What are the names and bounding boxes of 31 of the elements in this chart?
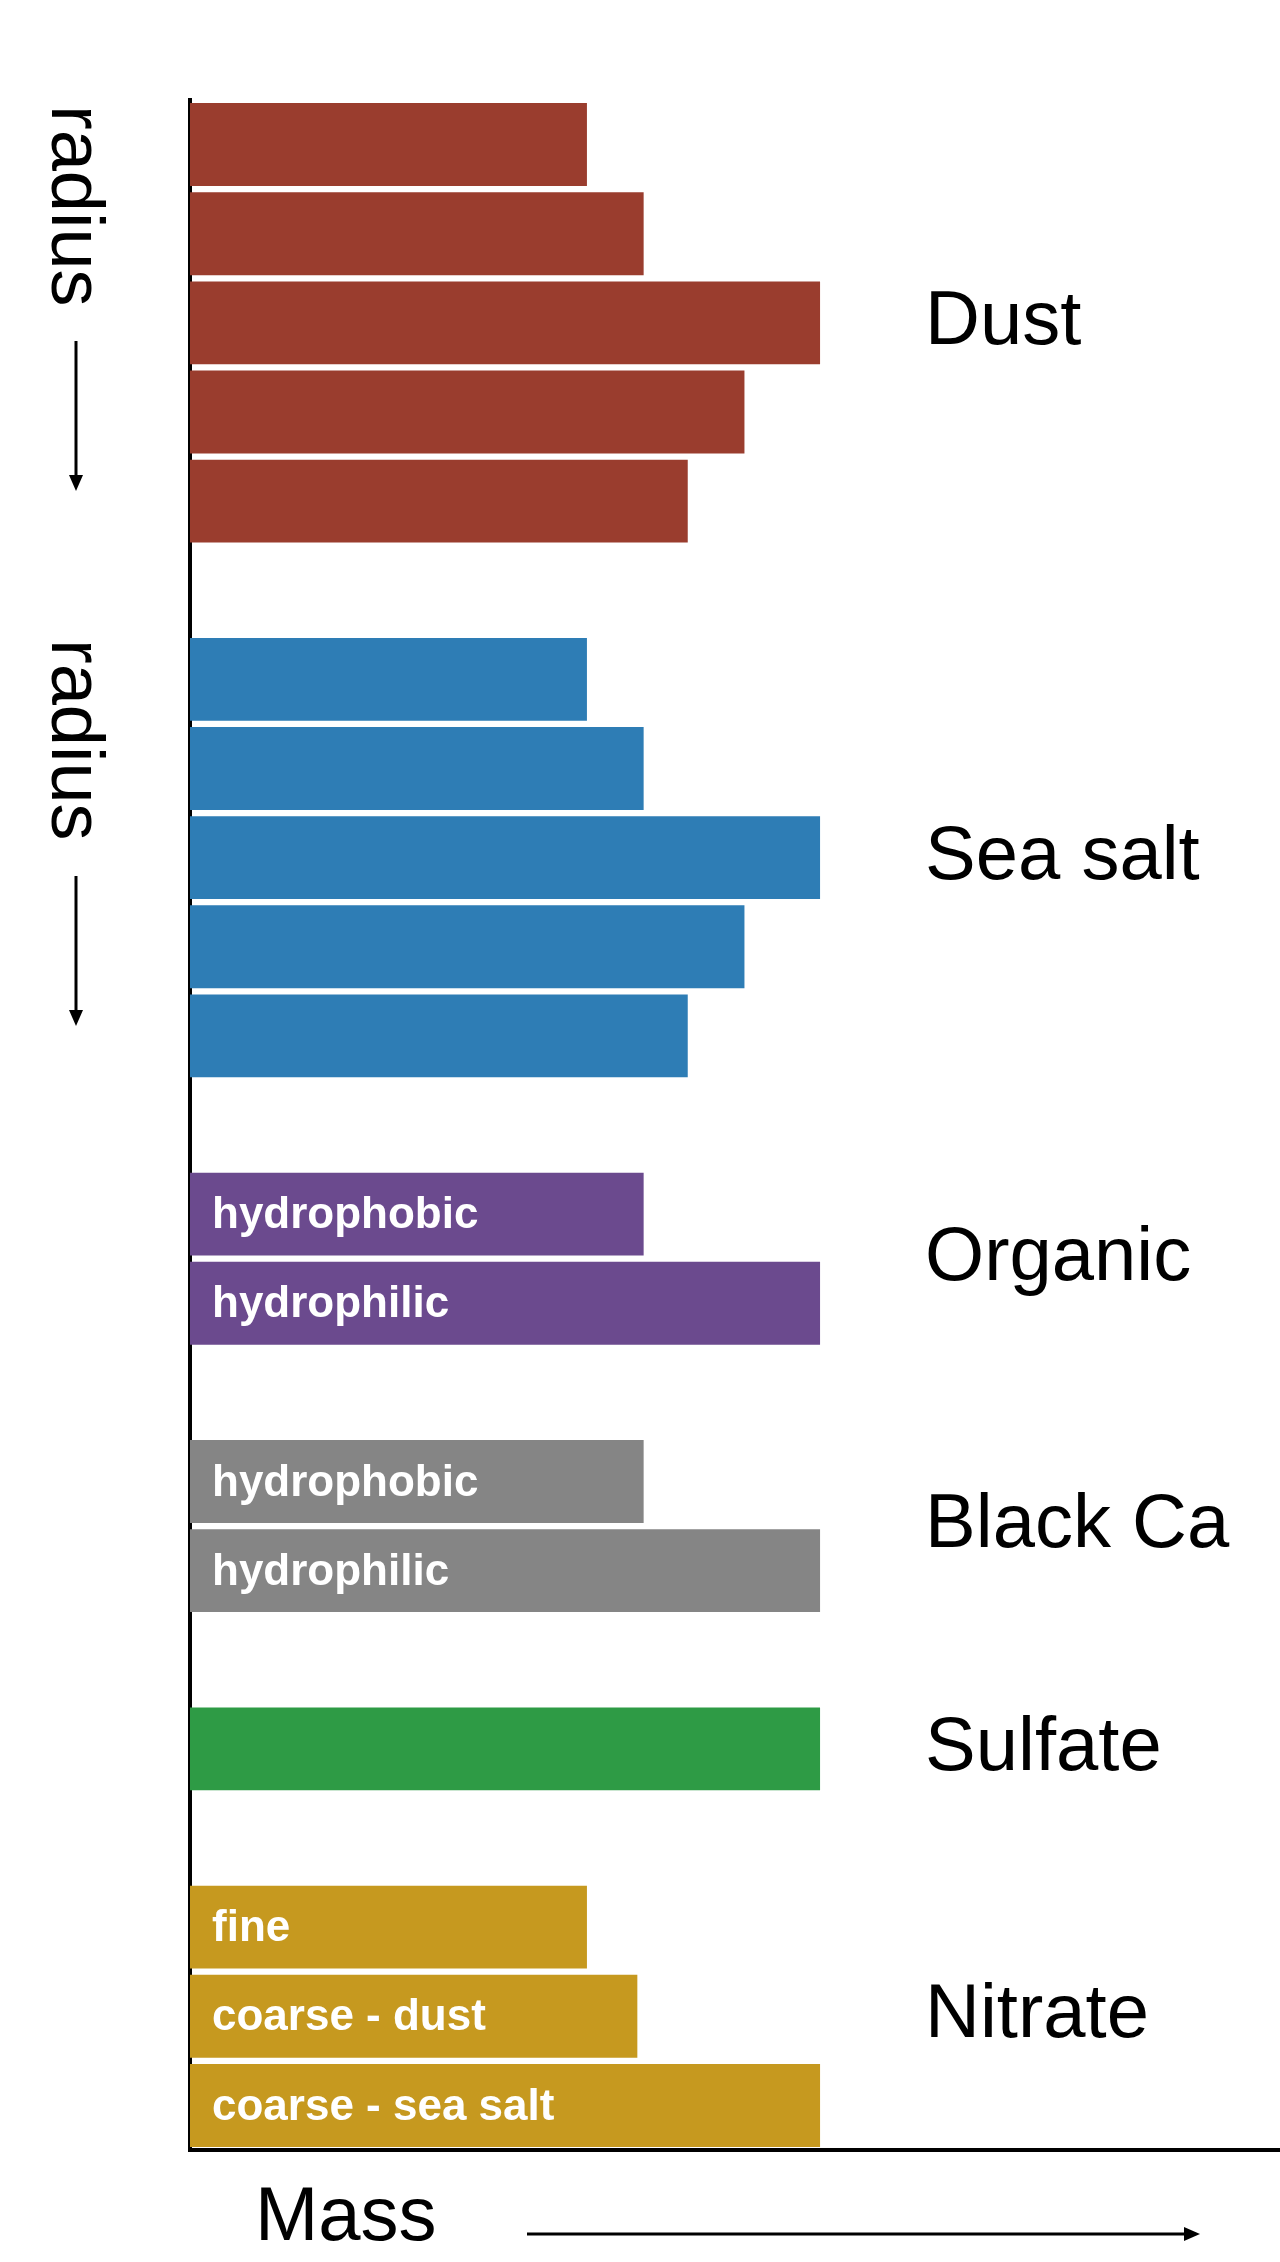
series-label: Black Ca (925, 1478, 1230, 1564)
bar (190, 905, 745, 989)
y-tick-label: hydrophilic (212, 1544, 450, 1594)
text: radius (35, 639, 120, 841)
series-label: Dust (925, 274, 1082, 360)
text: radius (35, 104, 120, 307)
x-axis-title: Mass (255, 2170, 437, 2257)
bar (190, 994, 688, 1078)
bar (190, 1529, 821, 1613)
series-label: Nitrate (925, 1968, 1149, 2054)
series-label: Sulfate (925, 1700, 1162, 1786)
series-label: Organic (925, 1210, 1192, 1296)
bar (190, 1885, 587, 1969)
bar (190, 1974, 638, 2058)
y-tick-label: fine (212, 1901, 291, 1951)
y-tick-label: hydrophilic (212, 1277, 450, 1327)
bar (190, 281, 821, 365)
bar (190, 637, 587, 721)
bar (190, 370, 745, 454)
bar (190, 1707, 821, 1791)
series-label: Sea salt (925, 809, 1200, 895)
y-tick-label: coarse - sea salt (212, 2079, 555, 2129)
bar (190, 727, 644, 810)
bar (190, 192, 644, 276)
bar (190, 816, 821, 900)
y-tick-label: coarse - dust (212, 1990, 487, 2040)
y-tick-label: hydrophobic (212, 1455, 479, 1505)
bar (190, 103, 587, 187)
bar (190, 459, 688, 543)
y-tick-label: hydrophobic (212, 1188, 479, 1238)
bar (190, 1261, 821, 1345)
